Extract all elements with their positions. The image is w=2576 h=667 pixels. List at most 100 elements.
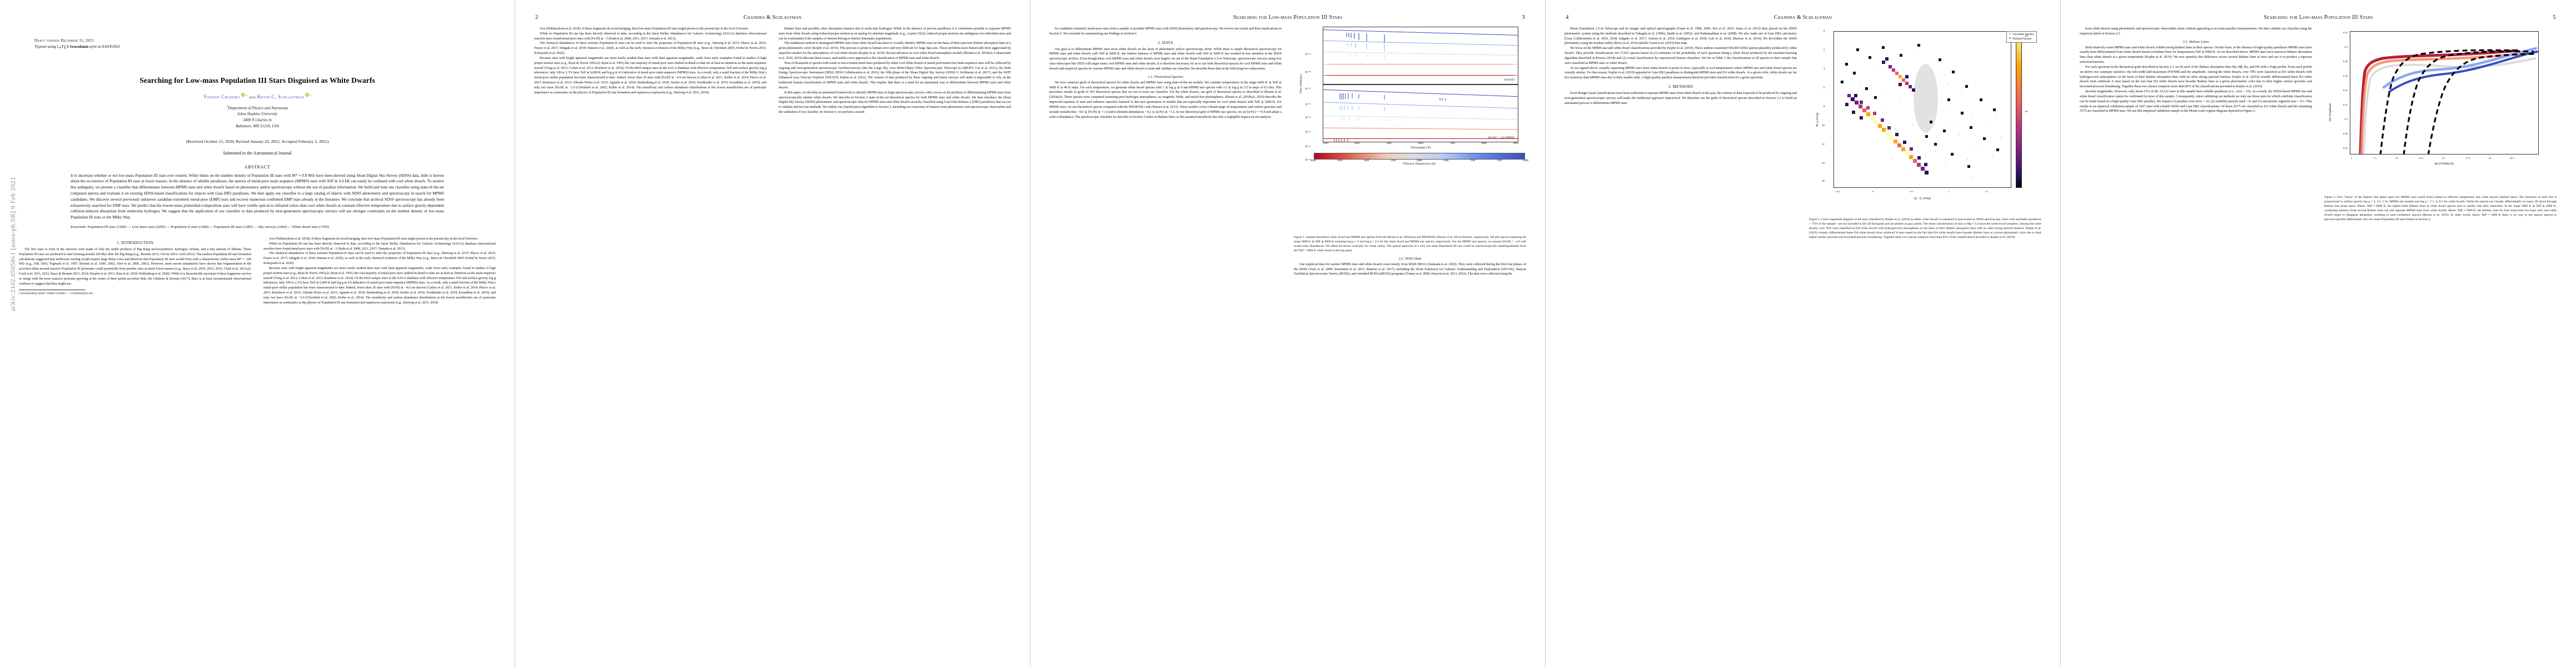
- ytick: 12: [1822, 143, 1825, 146]
- xtick: 1.5: [1985, 190, 1988, 193]
- keywords-line: Keywords: Population III stars (1285) — …: [71, 225, 329, 229]
- paragraph: vive (Nekhaeshom et al. 2018). If these …: [269, 237, 479, 241]
- ytick: 0.36: [2343, 74, 2348, 77]
- running-head: Searching for Low-mass Population III St…: [1049, 14, 1526, 27]
- paragraph: from white dwarfs using photometric and …: [2080, 27, 2312, 36]
- figure-1-panel-wd: DA WD: [1323, 27, 1518, 84]
- ytick: 10: [1822, 125, 1825, 127]
- xtick: 9000: [1513, 142, 1518, 145]
- subsection-heading-sdss-data: 2.2. SDSS Data: [1398, 256, 1422, 261]
- legend-entry-reliable: Reliable Parallax: [2009, 37, 2034, 42]
- page-2: 2 Chandra & Schlaufman vive (Nekhaeshom …: [515, 0, 1030, 667]
- affil-marker-1: 1: [246, 94, 248, 97]
- paragraph: Tens of thousands of spectra with weak o…: [779, 61, 1011, 89]
- page5-columns: from white dwarfs using photometric and …: [2080, 27, 2557, 665]
- figure-3-curves: [2359, 47, 2538, 154]
- ytick: 14: [1822, 162, 1825, 165]
- page5-column-left: from white dwarfs using photometric and …: [2080, 27, 2312, 665]
- page2-column-right: Balmer lines and possibly other absorpti…: [779, 27, 1011, 665]
- author-1: Vedant Chandra: [203, 93, 241, 99]
- figure-1-colorbar-ticks: 4000 4500 5000 5500 6000 6500 7000 7500 …: [1311, 160, 1528, 162]
- ytick: 0.34: [2343, 89, 2348, 92]
- xtick: 0: [1872, 190, 1874, 193]
- page-number: 2: [535, 14, 539, 21]
- page3-column-left: for candidate extremely metal-poor stars…: [1049, 27, 1282, 665]
- xtick: 0.5: [1910, 190, 1914, 193]
- xtick: 4000: [1354, 142, 1360, 145]
- figure-1-panel-label-mpms: [Fe/H] = -4.0 MPMS: [1488, 136, 1514, 140]
- ytick: 6: [1823, 87, 1825, 89]
- paragraph: Our goal is to differentiate MPMS stars …: [1049, 47, 1282, 71]
- figure-3-axes: [2350, 31, 2539, 155]
- paragraph: As we argued above, visually separating …: [1564, 66, 1797, 80]
- arxiv-stamp: arXiv:2102.05058v1 [astro-ph.SR] 9 Feb 2…: [9, 177, 17, 311]
- latex-e: E: [63, 45, 67, 49]
- orcid-icon[interactable]: [241, 92, 246, 97]
- page5-column-right: Hα Amplitude 0.26 0.28 0.3 0.32 0.34 0.3…: [2324, 27, 2557, 665]
- running-title: Searching for Low-mass Population III St…: [1233, 14, 1343, 21]
- cbtick: 4000: [1311, 160, 1316, 162]
- abstract-text: It is uncertain whether or not low-mass …: [71, 173, 444, 220]
- page-3: Searching for Low-mass Population III St…: [1030, 0, 1546, 667]
- latex-a: A: [59, 46, 62, 49]
- xtick: 17.5: [2465, 157, 2470, 160]
- orcid-icon[interactable]: [305, 92, 309, 97]
- running-title: Chandra & Schlaufman: [1773, 14, 1832, 21]
- cbtick: 8000: [1523, 160, 1528, 162]
- paragraph: Because stars with bright apparent magni…: [263, 266, 496, 305]
- typeset-line: Typeset using LATEX twocolumn style in A…: [34, 44, 120, 50]
- paragraph: Both relatively warm MPMS stars and whit…: [2080, 46, 2312, 64]
- xtick: 3000: [1323, 142, 1328, 145]
- affiliation-line: Baltimore, MD 21218, USA: [236, 124, 279, 129]
- figure-1-panel-label-wd: DA WD: [1504, 78, 1514, 82]
- figure-1: Flux (arbitrary): [1294, 27, 1528, 253]
- paragraph: We focus on the MPMS star and white dwar…: [1564, 47, 1797, 65]
- xtick: 10: [2395, 157, 2398, 160]
- xtick: 5: [2351, 157, 2353, 160]
- cbtick: 6000: [1417, 160, 1422, 162]
- figure-1-ytick: 10⁻¹⁰: [1305, 117, 1311, 120]
- figure-1-ytick: 10⁻¹¹: [1305, 131, 1311, 134]
- received-dates: (Received October 15, 2020; Revised Janu…: [186, 138, 329, 144]
- figure-2-caption: Figure 2. Color-magnitude diagram of the…: [1809, 218, 2041, 239]
- cbtick: 5000: [1363, 160, 1369, 162]
- xtick: 5000: [1386, 142, 1392, 145]
- ytick: 0: [1823, 30, 1825, 33]
- page2-column-left: vive (Nekhaeshom et al. 2018). If these …: [534, 27, 766, 665]
- page2-columns: vive (Nekhaeshom et al. 2018). If these …: [534, 27, 1011, 665]
- figure-1-caption: Figure 1. Sample theoretical white dwarf…: [1294, 236, 1526, 252]
- ytick: 0.4: [2344, 46, 2348, 48]
- paragraph: Even though visual classifications have …: [1564, 92, 1797, 105]
- page4-column-left: Sloan Foundation 2.5-m Telescope and its…: [1564, 27, 1797, 665]
- running-head: 2 Chandra & Schlaufman: [534, 14, 1011, 27]
- figure-3-plot: Hα Amplitude 0.26 0.28 0.3 0.32 0.34 0.3…: [2324, 27, 2557, 193]
- paragraph: absolute magnitudes. However, only about…: [2080, 90, 2312, 113]
- author-2: Kevin C. Schlaufman: [257, 93, 304, 99]
- ytick: 0.38: [2343, 60, 2348, 63]
- section-heading-data: 2. DATA: [1158, 40, 1173, 45]
- affiliation-line: Johns Hopkins University: [237, 112, 278, 117]
- ytick: 0.28: [2343, 132, 2348, 135]
- page-title: Searching for Low-mass Population III St…: [139, 76, 375, 84]
- figure-1-ytick: 10⁻¹⁵: [1305, 88, 1311, 91]
- figure-1-panel-mpms: [Fe/H] = -4.0 MPMS: [1323, 84, 1518, 142]
- figure-1-mpms-absorption-lines: [1334, 93, 1446, 142]
- page4-column-right: Unreliable Parallax Reliable Parallax M_…: [1809, 27, 2041, 665]
- affiliation-block: 1Department of Physics and Astronomy Joh…: [19, 105, 496, 130]
- legend-dot-icon: [2009, 33, 2011, 34]
- xtick: 15: [2442, 157, 2445, 160]
- ytick: 0.26: [2343, 147, 2348, 150]
- paragraph: Because stars with bright apparent magni…: [534, 56, 766, 94]
- figure-2-plot: Unreliable Parallax Reliable Parallax M_…: [1809, 27, 2041, 216]
- corresponding-author-footnote: Corresponding author: Vedant Chandra — v…: [19, 291, 93, 295]
- figure-2: Unreliable Parallax Reliable Parallax M_…: [1809, 27, 2041, 240]
- title-block: Searching for Low-mass Population III St…: [19, 76, 496, 170]
- paragraph: Balmer lines and possibly other absorpti…: [779, 27, 1011, 41]
- xtick: -0.5: [1836, 190, 1840, 193]
- figure-1-wd-absorption-lines: [1346, 33, 1385, 59]
- affil-sup: 1: [226, 105, 228, 108]
- paragraph: For each spectrum in the theoretical gri…: [2080, 65, 2312, 89]
- page3-columns: for candidate extremely metal-poor stars…: [1049, 27, 1528, 665]
- ytick: 0.32: [2343, 103, 2348, 106]
- page-number: 3: [1522, 14, 1525, 21]
